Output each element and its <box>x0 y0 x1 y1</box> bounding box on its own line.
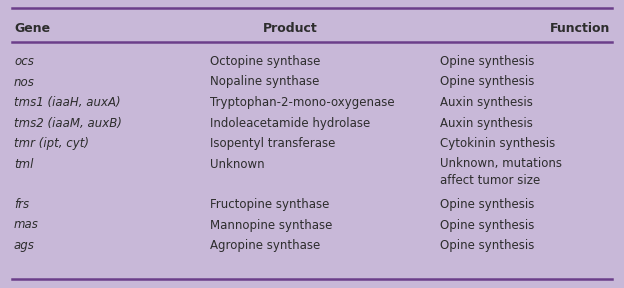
Text: Octopine synthase: Octopine synthase <box>210 55 320 68</box>
Text: ocs: ocs <box>14 55 34 68</box>
Text: mas: mas <box>14 219 39 232</box>
Text: Unknown: Unknown <box>210 158 265 170</box>
Text: ags: ags <box>14 239 35 252</box>
Text: Mannopine synthase: Mannopine synthase <box>210 219 333 232</box>
Text: Agropine synthase: Agropine synthase <box>210 239 320 252</box>
Text: tmr (ipt, cyt): tmr (ipt, cyt) <box>14 137 89 150</box>
Text: Opine synthesis: Opine synthesis <box>440 55 534 68</box>
Text: Gene: Gene <box>14 22 50 35</box>
Text: Auxin synthesis: Auxin synthesis <box>440 96 533 109</box>
Text: Product: Product <box>263 22 318 35</box>
Text: Isopentyl transferase: Isopentyl transferase <box>210 137 335 150</box>
Text: Opine synthesis: Opine synthesis <box>440 219 534 232</box>
Text: Tryptophan-2-mono-oxygenase: Tryptophan-2-mono-oxygenase <box>210 96 394 109</box>
Text: tml: tml <box>14 158 33 170</box>
Text: Fructopine synthase: Fructopine synthase <box>210 198 329 211</box>
Text: Opine synthesis: Opine synthesis <box>440 75 534 88</box>
Text: Unknown, mutations
affect tumor size: Unknown, mutations affect tumor size <box>440 158 562 187</box>
Text: frs: frs <box>14 198 29 211</box>
Text: tms1 (iaaH, auxA): tms1 (iaaH, auxA) <box>14 96 120 109</box>
Text: Opine synthesis: Opine synthesis <box>440 239 534 252</box>
Text: nos: nos <box>14 75 35 88</box>
Text: Indoleacetamide hydrolase: Indoleacetamide hydrolase <box>210 117 370 130</box>
Text: Nopaline synthase: Nopaline synthase <box>210 75 319 88</box>
Text: tms2 (iaaM, auxB): tms2 (iaaM, auxB) <box>14 117 122 130</box>
Text: Cytokinin synthesis: Cytokinin synthesis <box>440 137 555 150</box>
Text: Function: Function <box>550 22 610 35</box>
Text: Auxin synthesis: Auxin synthesis <box>440 117 533 130</box>
Text: Opine synthesis: Opine synthesis <box>440 198 534 211</box>
